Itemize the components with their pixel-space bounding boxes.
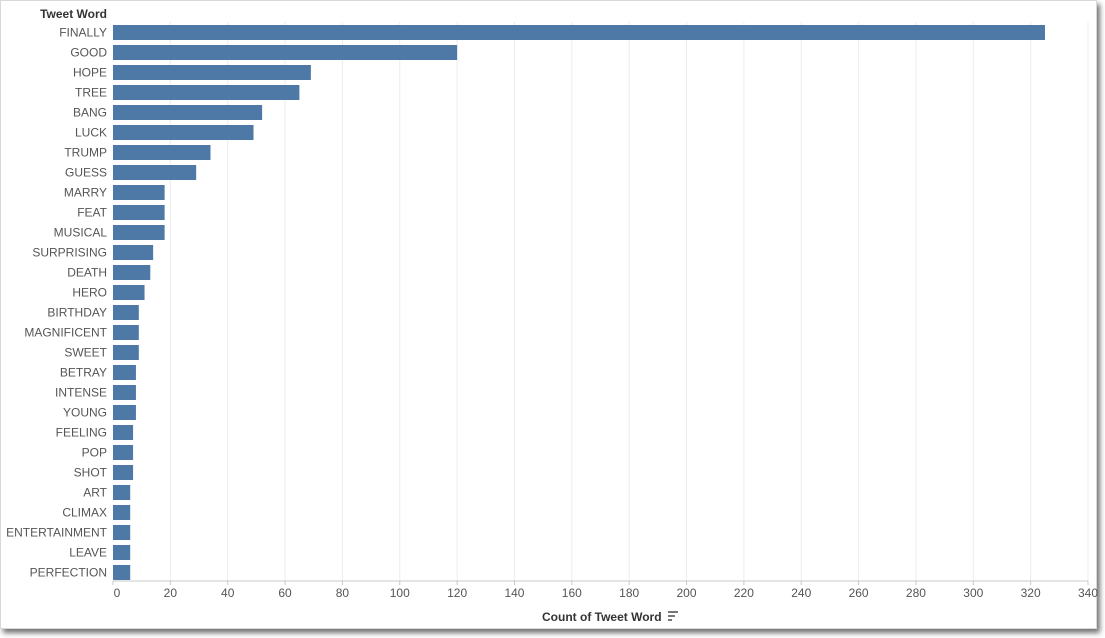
x-tick-label: 40	[221, 586, 235, 600]
bar[interactable]	[113, 345, 139, 360]
x-tick-label: 100	[390, 586, 410, 600]
x-tick-label: 140	[504, 586, 524, 600]
x-tick-label: 80	[336, 586, 350, 600]
bar[interactable]	[113, 65, 311, 80]
bar[interactable]	[113, 45, 458, 60]
x-axis-title: Count of Tweet Word	[542, 610, 662, 624]
bar[interactable]	[113, 25, 1045, 40]
bar[interactable]	[113, 325, 139, 340]
bar[interactable]	[113, 245, 154, 260]
bar[interactable]	[113, 145, 211, 160]
bar[interactable]	[113, 205, 165, 220]
bar[interactable]	[113, 85, 300, 100]
row-label: ART	[83, 486, 107, 500]
bar[interactable]	[113, 285, 145, 300]
bar[interactable]	[113, 385, 136, 400]
row-label: HERO	[72, 286, 107, 300]
sort-descending-icon[interactable]	[668, 611, 678, 621]
row-label: ENTERTAINMENT	[6, 526, 108, 540]
row-label: YOUNG	[63, 406, 107, 420]
row-label: FINALLY	[59, 26, 107, 40]
row-header: Tweet Word	[40, 7, 107, 21]
bar[interactable]	[113, 165, 197, 180]
row-label: LUCK	[75, 126, 107, 140]
bar[interactable]	[113, 445, 134, 460]
row-label: GUESS	[65, 166, 107, 180]
x-tick-label: 20	[164, 586, 178, 600]
row-label: SWEET	[64, 346, 107, 360]
x-tick-label: 220	[734, 586, 754, 600]
row-label: TRUMP	[64, 146, 107, 160]
gridlines	[169, 22, 1089, 581]
row-label: HOPE	[73, 66, 107, 80]
bar[interactable]	[113, 425, 134, 440]
row-label: PERFECTION	[30, 566, 107, 580]
x-axis-ticks: 0 20 40 60 80 100 120 140 160 180 200 220 240 260 280 3…	[112, 581, 1098, 600]
row-label: BETRAY	[60, 366, 107, 380]
row-labels: FINALLY GOOD HOPE TREE BANG LUCK TRUMP GUESS MAR…	[6, 26, 108, 580]
x-tick-label: 200	[677, 586, 697, 600]
bar[interactable]	[113, 405, 136, 420]
row-label: MAGNIFICENT	[24, 326, 107, 340]
x-tick-label: 160	[562, 586, 582, 600]
x-tick-label: 340	[1078, 586, 1098, 600]
row-label: BIRTHDAY	[47, 306, 107, 320]
bar[interactable]	[113, 225, 165, 240]
x-tick-label: 260	[849, 586, 869, 600]
row-label: POP	[82, 446, 107, 460]
x-tick-label: 300	[963, 586, 983, 600]
row-label: DEATH	[67, 266, 107, 280]
x-axis-title-group[interactable]: Count of Tweet Word	[542, 610, 678, 624]
bar[interactable]	[113, 545, 131, 560]
row-label: LEAVE	[69, 546, 107, 560]
row-label: MUSICAL	[54, 226, 108, 240]
row-label: FEAT	[77, 206, 107, 220]
bar[interactable]	[113, 365, 136, 380]
bar[interactable]	[113, 125, 254, 140]
bars	[113, 25, 1045, 580]
x-tick-label: 320	[1021, 586, 1041, 600]
chart-frame	[0, 0, 1097, 629]
x-tick-label: 180	[619, 586, 639, 600]
bar[interactable]	[113, 465, 134, 480]
row-label: MARRY	[64, 186, 107, 200]
bar[interactable]	[113, 565, 131, 580]
bar[interactable]	[113, 265, 151, 280]
row-label: CLIMAX	[62, 506, 107, 520]
bar[interactable]	[113, 485, 131, 500]
bar[interactable]	[113, 105, 263, 120]
bar[interactable]	[113, 525, 131, 540]
row-label: BANG	[73, 106, 107, 120]
row-label: SHOT	[74, 466, 108, 480]
bar[interactable]	[113, 505, 131, 520]
x-tick-label: 0	[114, 586, 121, 600]
x-tick-label: 280	[906, 586, 926, 600]
row-label: FEELING	[56, 426, 107, 440]
bar[interactable]	[113, 305, 139, 320]
row-label: INTENSE	[55, 386, 107, 400]
row-label: SURPRISING	[32, 246, 107, 260]
bar[interactable]	[113, 185, 165, 200]
x-tick-label: 60	[278, 586, 292, 600]
x-tick-label: 240	[791, 586, 811, 600]
x-tick-label: 120	[447, 586, 467, 600]
row-label: TREE	[75, 86, 107, 100]
row-label: GOOD	[70, 46, 107, 60]
